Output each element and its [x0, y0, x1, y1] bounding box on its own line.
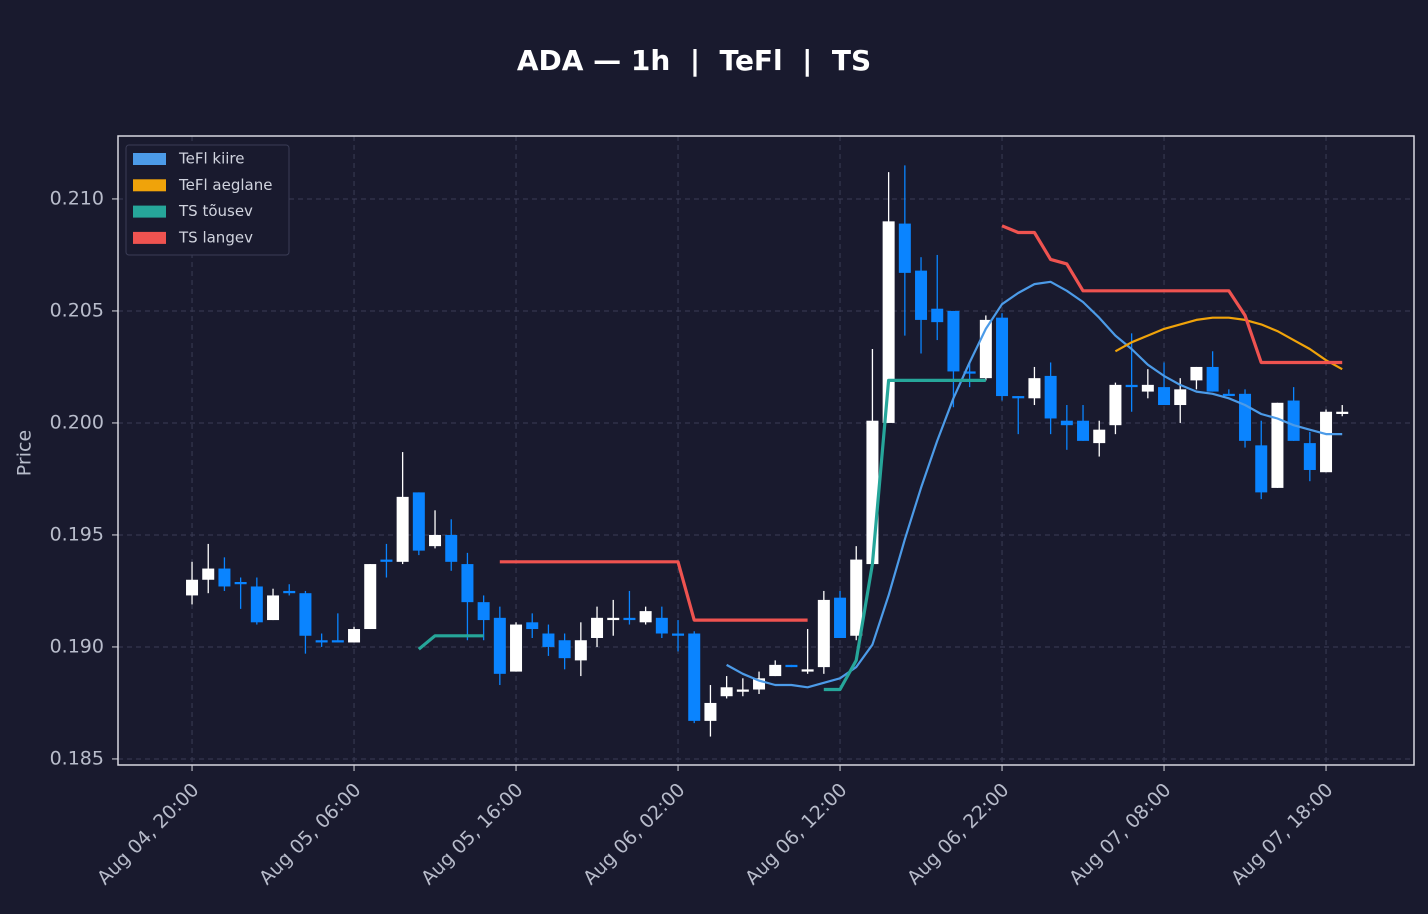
candle-body	[866, 420, 879, 565]
candle-body	[1093, 429, 1106, 444]
y-tick-label: 0.185	[50, 747, 104, 769]
candle-body	[283, 590, 296, 594]
candle-body	[526, 622, 539, 630]
legend-swatch	[133, 205, 166, 218]
chart-title: ADA — 1h | TeFl | TS	[517, 44, 871, 77]
candle-body	[445, 534, 458, 562]
candle-body	[704, 702, 717, 721]
legend-box	[125, 144, 290, 256]
legend-swatch	[133, 179, 166, 192]
candle-body	[477, 602, 490, 621]
candle-body	[882, 221, 895, 423]
candle-body	[1303, 443, 1316, 470]
legend: TeFl kiire TeFl aeglane TS tõusev TS langev	[125, 144, 290, 256]
candle-body	[915, 270, 928, 320]
candle-body	[1190, 366, 1203, 381]
candle-body	[1141, 384, 1154, 392]
y-axis-label: Price	[14, 430, 36, 476]
candle-body	[688, 633, 701, 721]
candle-body	[1255, 445, 1268, 493]
candle-body	[380, 559, 393, 562]
candle-body	[1044, 375, 1057, 419]
legend-swatch	[133, 231, 166, 244]
candle-body	[461, 564, 474, 603]
candle-body	[1174, 389, 1187, 406]
candle-body	[542, 633, 555, 647]
candle-body	[202, 568, 215, 580]
candle-body	[331, 640, 344, 643]
candle-body	[348, 629, 361, 643]
candle-body	[267, 595, 280, 621]
candle-body	[1109, 384, 1122, 426]
candle-body	[655, 617, 668, 634]
candle-body	[493, 617, 506, 674]
candle-body	[591, 617, 604, 638]
candle-body	[672, 633, 685, 636]
candle-body	[639, 611, 652, 623]
series-line	[726, 280, 1343, 689]
candle-body	[1028, 378, 1041, 399]
candle-body	[574, 640, 587, 661]
candle-body	[1320, 411, 1333, 473]
candle-body	[510, 624, 523, 672]
legend-label: TeFl kiire	[178, 150, 245, 168]
candle-body	[801, 669, 814, 672]
candle-body	[1125, 384, 1138, 388]
legend-label: TS langev	[178, 228, 253, 246]
legend-label: TeFl aeglane	[178, 176, 272, 194]
candle-body	[1287, 400, 1300, 441]
candle-body	[785, 664, 798, 668]
candle-body	[218, 568, 231, 587]
candle-body	[558, 640, 571, 659]
candle-body	[412, 492, 425, 551]
candle-body	[1158, 387, 1171, 406]
candle-body	[1077, 420, 1090, 441]
y-tick-label: 0.200	[50, 411, 104, 433]
candle-body	[1206, 366, 1219, 392]
candle-body	[898, 223, 911, 273]
plot-area	[186, 165, 1349, 737]
legend-swatch	[133, 153, 166, 165]
candle-body	[315, 640, 328, 643]
candle-body	[947, 310, 960, 372]
candle-body	[250, 586, 263, 623]
candle-body	[1012, 396, 1025, 399]
candle-body	[1239, 393, 1252, 441]
legend-label: TS tõusev	[178, 202, 253, 220]
candle-body	[769, 664, 782, 677]
series-line	[499, 224, 1343, 622]
y-tick-label: 0.205	[50, 299, 104, 321]
candle-body	[1060, 420, 1073, 426]
candle-body	[299, 593, 312, 636]
candle-body	[996, 317, 1009, 397]
candle-body	[364, 564, 377, 630]
candle-body	[720, 687, 733, 697]
candle-body	[1222, 393, 1235, 397]
candle-body	[1271, 402, 1284, 488]
candle-body	[623, 617, 636, 621]
y-tick-label: 0.190	[50, 635, 104, 657]
y-tick-label: 0.210	[50, 187, 104, 209]
candle-body	[396, 496, 409, 562]
y-tick-label: 0.195	[50, 523, 104, 545]
series-line	[417, 378, 986, 692]
candle-body	[429, 534, 442, 547]
plot-frame	[117, 135, 1415, 766]
series-line	[1114, 316, 1343, 371]
candle-body	[234, 581, 247, 585]
candle-body	[1336, 411, 1349, 414]
candle-body	[931, 308, 944, 323]
candle-body	[186, 579, 199, 596]
candle-body	[963, 371, 976, 374]
candle-body	[817, 599, 830, 668]
grid	[118, 136, 1414, 765]
candle-body	[736, 689, 749, 692]
candle-body	[753, 678, 766, 690]
candle-body	[834, 597, 847, 638]
candle-body	[607, 617, 620, 621]
candle-body	[850, 559, 863, 636]
